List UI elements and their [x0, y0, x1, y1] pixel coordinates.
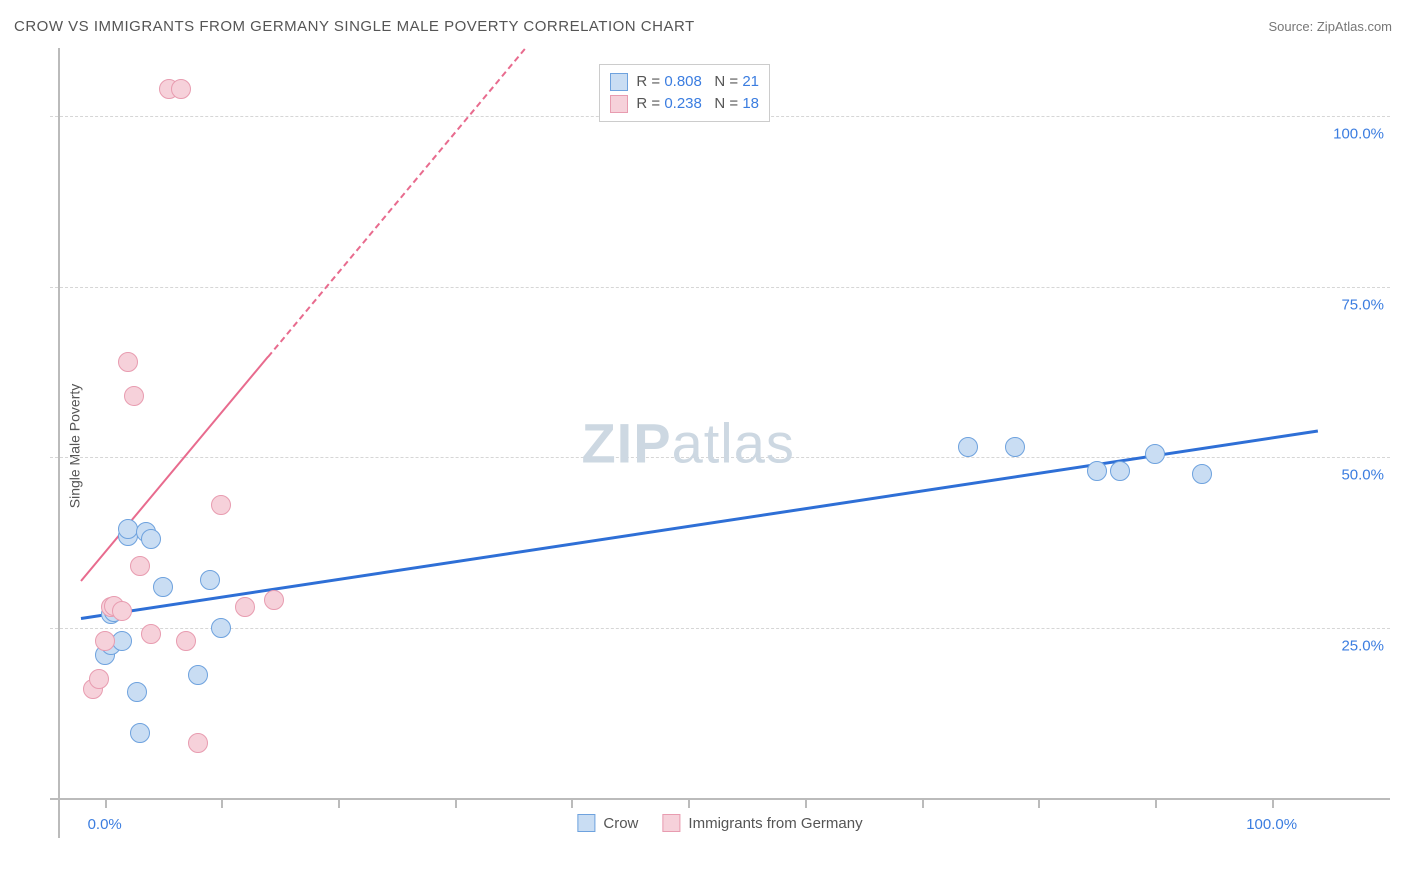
x-tick: [1038, 798, 1040, 808]
legend-swatch: [610, 95, 628, 113]
data-point: [112, 631, 132, 651]
correlation-legend: R = 0.808 N = 21 R = 0.238 N = 18: [599, 64, 770, 122]
data-point: [141, 624, 161, 644]
data-point: [188, 733, 208, 753]
y-tick-label: 100.0%: [1333, 126, 1384, 143]
x-tick-label: 100.0%: [1246, 816, 1297, 833]
trend-line: [81, 356, 269, 581]
series-legend-item: Crow: [577, 814, 638, 832]
data-point: [118, 352, 138, 372]
plot-area: 25.0% 50.0% 75.0% 100.0% 0.0% 100.0% ZIPatlas R…: [50, 48, 1390, 838]
x-axis: [50, 798, 1390, 800]
y-tick-label: 50.0%: [1341, 467, 1384, 484]
data-point: [130, 723, 150, 743]
x-tick: [571, 798, 573, 808]
y-tick-label: 25.0%: [1341, 637, 1384, 654]
data-point: [89, 669, 109, 689]
data-point: [1110, 461, 1130, 481]
y-axis: [58, 48, 60, 838]
x-tick: [805, 798, 807, 808]
data-point: [171, 79, 191, 99]
data-point: [130, 556, 150, 576]
legend-swatch: [610, 73, 628, 91]
data-point: [124, 386, 144, 406]
data-point: [1005, 437, 1025, 457]
legend-swatch: [662, 814, 680, 832]
x-tick: [338, 798, 340, 808]
data-point: [1192, 464, 1212, 484]
legend-swatch: [577, 814, 595, 832]
x-tick: [1272, 798, 1274, 808]
correlation-legend-row: R = 0.238 N = 18: [610, 93, 759, 115]
gridline-h: [50, 628, 1390, 629]
data-point: [153, 577, 173, 597]
x-tick: [105, 798, 107, 808]
data-point: [200, 570, 220, 590]
x-tick: [1155, 798, 1157, 808]
data-point: [127, 682, 147, 702]
source-label: Source: ZipAtlas.com: [1268, 19, 1392, 34]
chart-title: CROW VS IMMIGRANTS FROM GERMANY SINGLE M…: [14, 18, 695, 35]
data-point: [1145, 444, 1165, 464]
data-point: [211, 618, 231, 638]
legend-text: R = 0.808 N = 21: [636, 73, 759, 90]
data-point: [141, 529, 161, 549]
watermark: ZIPatlas: [581, 411, 794, 476]
x-tick-label: 0.0%: [88, 816, 122, 833]
chart-header: CROW VS IMMIGRANTS FROM GERMANY SINGLE M…: [14, 18, 1392, 35]
data-point: [235, 597, 255, 617]
x-tick: [221, 798, 223, 808]
legend-text: R = 0.238 N = 18: [636, 95, 759, 112]
legend-label: Crow: [603, 815, 638, 832]
data-point: [95, 631, 115, 651]
x-tick: [455, 798, 457, 808]
data-point: [176, 631, 196, 651]
trend-line: [267, 48, 525, 357]
data-point: [112, 601, 132, 621]
data-point: [211, 495, 231, 515]
series-legend: Crow Immigrants from Germany: [577, 814, 862, 832]
correlation-legend-row: R = 0.808 N = 21: [610, 71, 759, 93]
data-point: [188, 665, 208, 685]
data-point: [264, 590, 284, 610]
series-legend-item: Immigrants from Germany: [662, 814, 862, 832]
legend-label: Immigrants from Germany: [688, 815, 862, 832]
data-point: [1087, 461, 1107, 481]
x-tick: [922, 798, 924, 808]
data-point: [958, 437, 978, 457]
gridline-h: [50, 287, 1390, 288]
y-tick-label: 75.0%: [1341, 296, 1384, 313]
x-tick: [688, 798, 690, 808]
